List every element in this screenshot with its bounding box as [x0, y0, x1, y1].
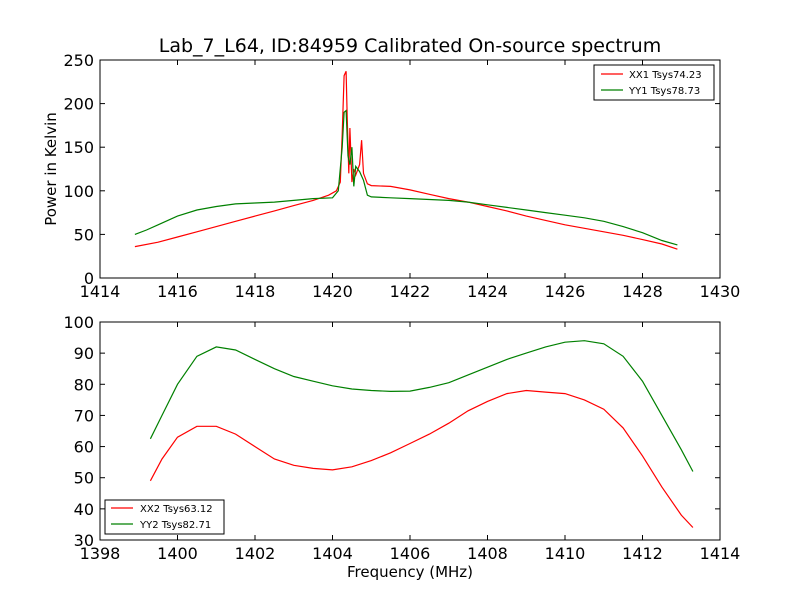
- top-plot-area: 1414 1416 1418 1420 1422 1424 1426 1428 1430 0 50 1…: [63, 51, 740, 301]
- bottom-x-tick-label: 1410: [545, 544, 586, 563]
- bottom-chart-x-axis-label: Frequency (MHz): [347, 563, 473, 581]
- bottom-legend-frame: [104, 499, 225, 535]
- top-legend: XX1 Tsys74.23 YY1 Tsys78.73: [593, 64, 715, 101]
- top-x-tick-label: 1426: [545, 282, 586, 301]
- bottom-x-tick-label: 1400: [157, 544, 198, 563]
- top-legend-frame: [593, 64, 715, 101]
- bottom-y-tick-label: 30: [74, 531, 94, 550]
- top-y-tick-label: 150: [63, 138, 94, 157]
- top-chart-y-axis-label: Power in Kelvin: [42, 112, 60, 226]
- bottom-y-tick-label: 60: [74, 438, 94, 457]
- top-x-tick-label: 1414: [80, 282, 121, 301]
- top-x-tick-label: 1428: [622, 282, 663, 301]
- top-x-tick-label: 1422: [390, 282, 431, 301]
- bottom-plot-area: 1398 1400 1402 1404 1406 1408 1410 1412 1414 30 40…: [63, 313, 740, 563]
- bottom-x-tick-label: 1402: [235, 544, 276, 563]
- top-series-line-yy1: [134, 109, 678, 246]
- bottom-series-line-yy2: [149, 340, 694, 472]
- bottom-chart: Frequency (MHz) 1398 1400 1402 1404 1406 1408…: [63, 313, 740, 581]
- top-y-tick-label: 100: [63, 182, 94, 201]
- bottom-legend-label-xx2: XX2 Tsys63.12: [140, 504, 213, 515]
- top-series-line-xx1: [134, 71, 678, 250]
- bottom-y-tick-label: 70: [74, 406, 94, 425]
- top-legend-label-yy1: YY1 Tsys78.73: [628, 86, 700, 97]
- top-x-tick-label: 1420: [312, 282, 353, 301]
- bottom-legend-label-yy2: YY2 Tsys82.71: [139, 520, 211, 531]
- bottom-y-tick-label: 40: [74, 500, 94, 519]
- top-y-tick-label: 50: [74, 225, 94, 244]
- bottom-x-tick-label: 1414: [700, 544, 741, 563]
- top-x-tick-label: 1416: [157, 282, 198, 301]
- top-chart: Lab_7_L64, ID:84959 Calibrated On-source…: [42, 35, 740, 301]
- bottom-x-tick-label: 1398: [80, 544, 121, 563]
- top-x-tick-label: 1418: [235, 282, 276, 301]
- top-y-tick-label: 200: [63, 95, 94, 114]
- bottom-y-tick-label: 100: [63, 313, 94, 332]
- bottom-x-tick-label: 1412: [622, 544, 663, 563]
- top-y-tick-label: 0: [84, 269, 94, 288]
- bottom-x-tick-label: 1408: [467, 544, 508, 563]
- bottom-legend: XX2 Tsys63.12 YY2 Tsys82.71: [104, 499, 225, 535]
- bottom-y-tick-label: 90: [74, 344, 94, 363]
- bottom-series-line-xx2: [149, 389, 694, 528]
- top-x-tick-label: 1430: [700, 282, 741, 301]
- bottom-x-tick-label: 1404: [312, 544, 353, 563]
- top-legend-label-xx1: XX1 Tsys74.23: [629, 70, 702, 81]
- bottom-y-tick-label: 50: [74, 469, 94, 488]
- bottom-x-tick-label: 1406: [390, 544, 431, 563]
- top-x-tick-label: 1424: [467, 282, 508, 301]
- top-chart-title: Lab_7_L64, ID:84959 Calibrated On-source…: [159, 35, 661, 57]
- bottom-y-tick-label: 80: [74, 375, 94, 394]
- top-y-tick-label: 250: [63, 51, 94, 70]
